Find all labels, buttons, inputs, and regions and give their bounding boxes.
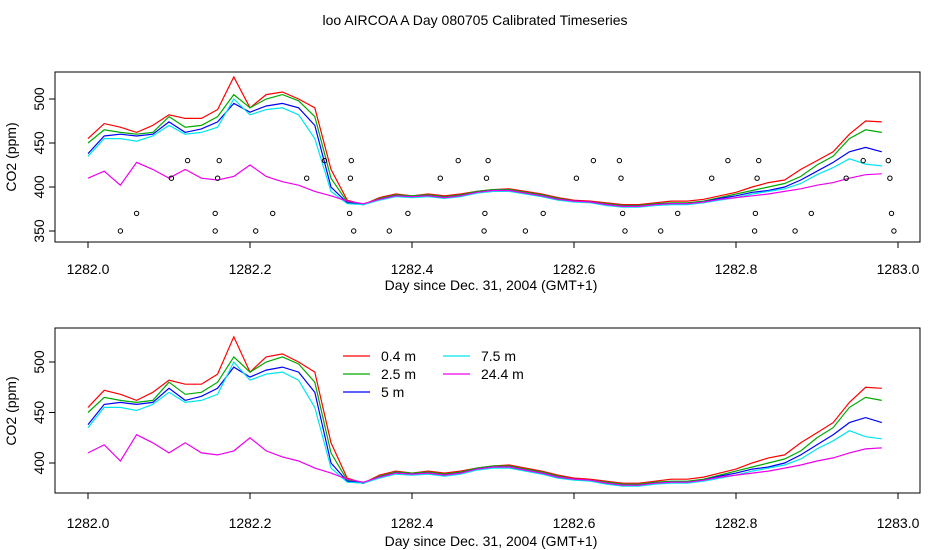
bottom-series-line-1 xyxy=(87,355,882,485)
calibration-point xyxy=(725,157,731,164)
calibration-point xyxy=(619,210,626,217)
calibration-point xyxy=(117,228,124,234)
calibration-point xyxy=(483,175,490,181)
calibration-point xyxy=(709,175,715,181)
calibration-point xyxy=(270,210,276,217)
bottom-series-line-4 xyxy=(87,433,882,486)
calibration-point xyxy=(573,175,580,181)
legend-label: 2.5 m xyxy=(381,366,416,382)
top-x-tick-label: 1282.0 xyxy=(67,261,110,277)
top-y-tick-label: 400 xyxy=(31,175,47,199)
bottom-x-tick-label: 1282.0 xyxy=(67,515,110,531)
legend: 0.4 m 2.5 m 5 m 7.5 m 24.4 m xyxy=(343,348,524,400)
bottom-x-tick-label: 1283.0 xyxy=(877,515,920,531)
legend-label: 0.4 m xyxy=(381,348,416,364)
bottom-y-axis-label: CO2 (ppm) xyxy=(3,376,19,445)
calibration-point xyxy=(485,157,491,164)
top-x-tick-label: 1282.8 xyxy=(715,261,758,277)
top-series-line-3 xyxy=(87,98,882,208)
bottom-x-ticks: 1282.0 1282.2 1282.4 1282.6 1282.8 1283.0 xyxy=(67,493,920,531)
top-x-tick-label: 1282.2 xyxy=(229,261,272,277)
top-series-lines xyxy=(87,75,882,208)
top-panel: Day since Dec. 31, 2004 (GMT+1) CO2 (ppm… xyxy=(3,71,921,293)
calibration-point xyxy=(522,228,529,234)
bottom-plot-frame xyxy=(54,327,921,494)
bottom-x-tick-label: 1282.2 xyxy=(229,515,272,531)
legend-label: 5 m xyxy=(381,384,404,400)
calibration-point xyxy=(348,157,354,164)
top-y-tick-label: 500 xyxy=(31,87,47,111)
calibration-point xyxy=(887,175,893,181)
calibration-point xyxy=(168,175,175,181)
calibration-point xyxy=(253,228,259,234)
bottom-y-tick-label: 400 xyxy=(31,451,47,475)
calibration-point xyxy=(304,175,310,181)
bottom-y-tick-label: 450 xyxy=(31,401,47,425)
calibration-point xyxy=(752,210,759,217)
calibration-point xyxy=(405,210,411,217)
calibration-point xyxy=(885,157,891,164)
top-series-line-1 xyxy=(87,93,882,207)
top-x-ticks: 1282.0 1282.2 1282.4 1282.6 1282.8 1283.0 xyxy=(67,242,920,277)
calibration-point xyxy=(616,157,623,164)
bottom-y-ticks: 400 450 500 xyxy=(31,350,55,475)
bottom-y-tick-label: 500 xyxy=(31,350,47,374)
calibration-point xyxy=(481,228,487,234)
calibration-point xyxy=(843,175,849,181)
bottom-x-tick-label: 1282.8 xyxy=(715,515,758,531)
bottom-x-tick-label: 1282.4 xyxy=(391,515,434,531)
top-y-tick-label: 350 xyxy=(31,219,47,243)
bottom-series-line-3 xyxy=(87,360,882,487)
calibration-point xyxy=(751,228,758,234)
calibration-point xyxy=(618,175,624,181)
calibration-point xyxy=(212,210,218,217)
top-x-axis-label: Day since Dec. 31, 2004 (GMT+1) xyxy=(385,277,598,293)
calibration-point xyxy=(590,157,597,164)
calibration-point xyxy=(437,175,443,181)
top-series-line-0 xyxy=(87,75,882,206)
calibration-point xyxy=(184,157,191,164)
calibration-point xyxy=(792,228,798,234)
calibration-point xyxy=(216,157,222,164)
calibration-point xyxy=(540,210,546,217)
calibration-point xyxy=(321,157,328,164)
calibration-point xyxy=(346,210,353,217)
top-y-axis-label: CO2 (ppm) xyxy=(3,122,19,191)
top-y-tick-label: 450 xyxy=(31,131,47,155)
calibration-point xyxy=(888,210,895,217)
calibration-point xyxy=(214,175,221,181)
calibration-point xyxy=(386,228,392,234)
bottom-series-lines xyxy=(87,335,882,487)
top-y-ticks: 350 400 450 500 xyxy=(31,87,55,243)
calibration-point xyxy=(347,175,354,181)
calibration-point xyxy=(754,175,760,181)
calibration-point xyxy=(860,157,866,164)
calibration-point xyxy=(891,228,897,234)
calibration-point xyxy=(133,210,140,217)
legend-label: 24.4 m xyxy=(481,366,524,382)
calibration-point xyxy=(808,210,814,217)
top-x-tick-label: 1282.4 xyxy=(391,261,434,277)
top-plot-frame xyxy=(54,71,921,243)
top-x-tick-label: 1283.0 xyxy=(877,261,920,277)
calibration-point xyxy=(351,228,357,234)
calibration-point xyxy=(658,228,664,234)
top-x-tick-label: 1282.6 xyxy=(553,261,596,277)
chart-title: loo AIRCOA A Day 080705 Calibrated Times… xyxy=(322,12,627,28)
top-series-line-4 xyxy=(87,161,882,207)
bottom-x-tick-label: 1282.6 xyxy=(553,515,596,531)
top-calibration-points xyxy=(117,157,897,234)
legend-label: 7.5 m xyxy=(481,348,516,364)
bottom-x-axis-label: Day since Dec. 31, 2004 (GMT+1) xyxy=(385,533,598,549)
calibration-point xyxy=(622,228,628,234)
calibration-point xyxy=(482,210,488,217)
calibration-point xyxy=(675,210,681,217)
calibration-point xyxy=(212,228,218,234)
calibration-point xyxy=(455,157,461,164)
bottom-panel: Day since Dec. 31, 2004 (GMT+1) CO2 (ppm… xyxy=(3,327,921,549)
calibration-point xyxy=(756,157,762,164)
